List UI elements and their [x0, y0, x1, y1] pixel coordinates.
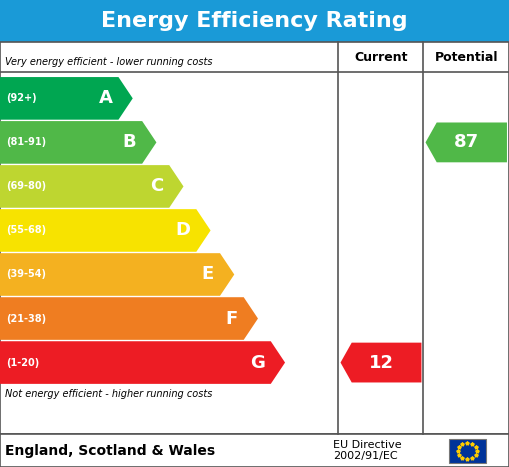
Polygon shape: [341, 343, 421, 382]
Text: (1-20): (1-20): [6, 358, 39, 368]
Text: (69-80): (69-80): [6, 182, 46, 191]
Text: EU Directive: EU Directive: [333, 440, 402, 450]
Polygon shape: [0, 77, 133, 120]
Text: B: B: [123, 134, 136, 151]
Text: A: A: [98, 89, 112, 107]
Bar: [449, 439, 486, 463]
Text: England, Scotland & Wales: England, Scotland & Wales: [5, 444, 215, 458]
Text: (21-38): (21-38): [6, 313, 46, 324]
Polygon shape: [0, 297, 258, 340]
Polygon shape: [0, 121, 156, 164]
Text: (81-91): (81-91): [6, 137, 46, 148]
Text: Potential: Potential: [435, 51, 498, 64]
Text: D: D: [175, 221, 190, 240]
Text: Not energy efficient - higher running costs: Not energy efficient - higher running co…: [5, 389, 212, 399]
Text: E: E: [202, 266, 214, 283]
Polygon shape: [426, 122, 507, 163]
Bar: [0, 434, 509, 467]
Text: C: C: [150, 177, 163, 195]
Text: G: G: [250, 354, 265, 372]
Text: F: F: [225, 310, 238, 327]
Text: Current: Current: [354, 51, 408, 64]
Text: Very energy efficient - lower running costs: Very energy efficient - lower running co…: [5, 57, 213, 67]
Bar: [0, 42, 509, 434]
Text: (55-68): (55-68): [6, 226, 46, 235]
Polygon shape: [0, 165, 183, 208]
Bar: [0, 0, 509, 42]
Polygon shape: [0, 253, 234, 296]
Text: (39-54): (39-54): [6, 269, 46, 279]
Text: Energy Efficiency Rating: Energy Efficiency Rating: [101, 11, 408, 31]
Text: 12: 12: [369, 354, 393, 372]
Polygon shape: [0, 341, 285, 384]
Text: 2002/91/EC: 2002/91/EC: [333, 451, 398, 461]
Polygon shape: [0, 209, 211, 252]
Text: 87: 87: [454, 134, 479, 151]
Text: (92+): (92+): [6, 93, 37, 103]
